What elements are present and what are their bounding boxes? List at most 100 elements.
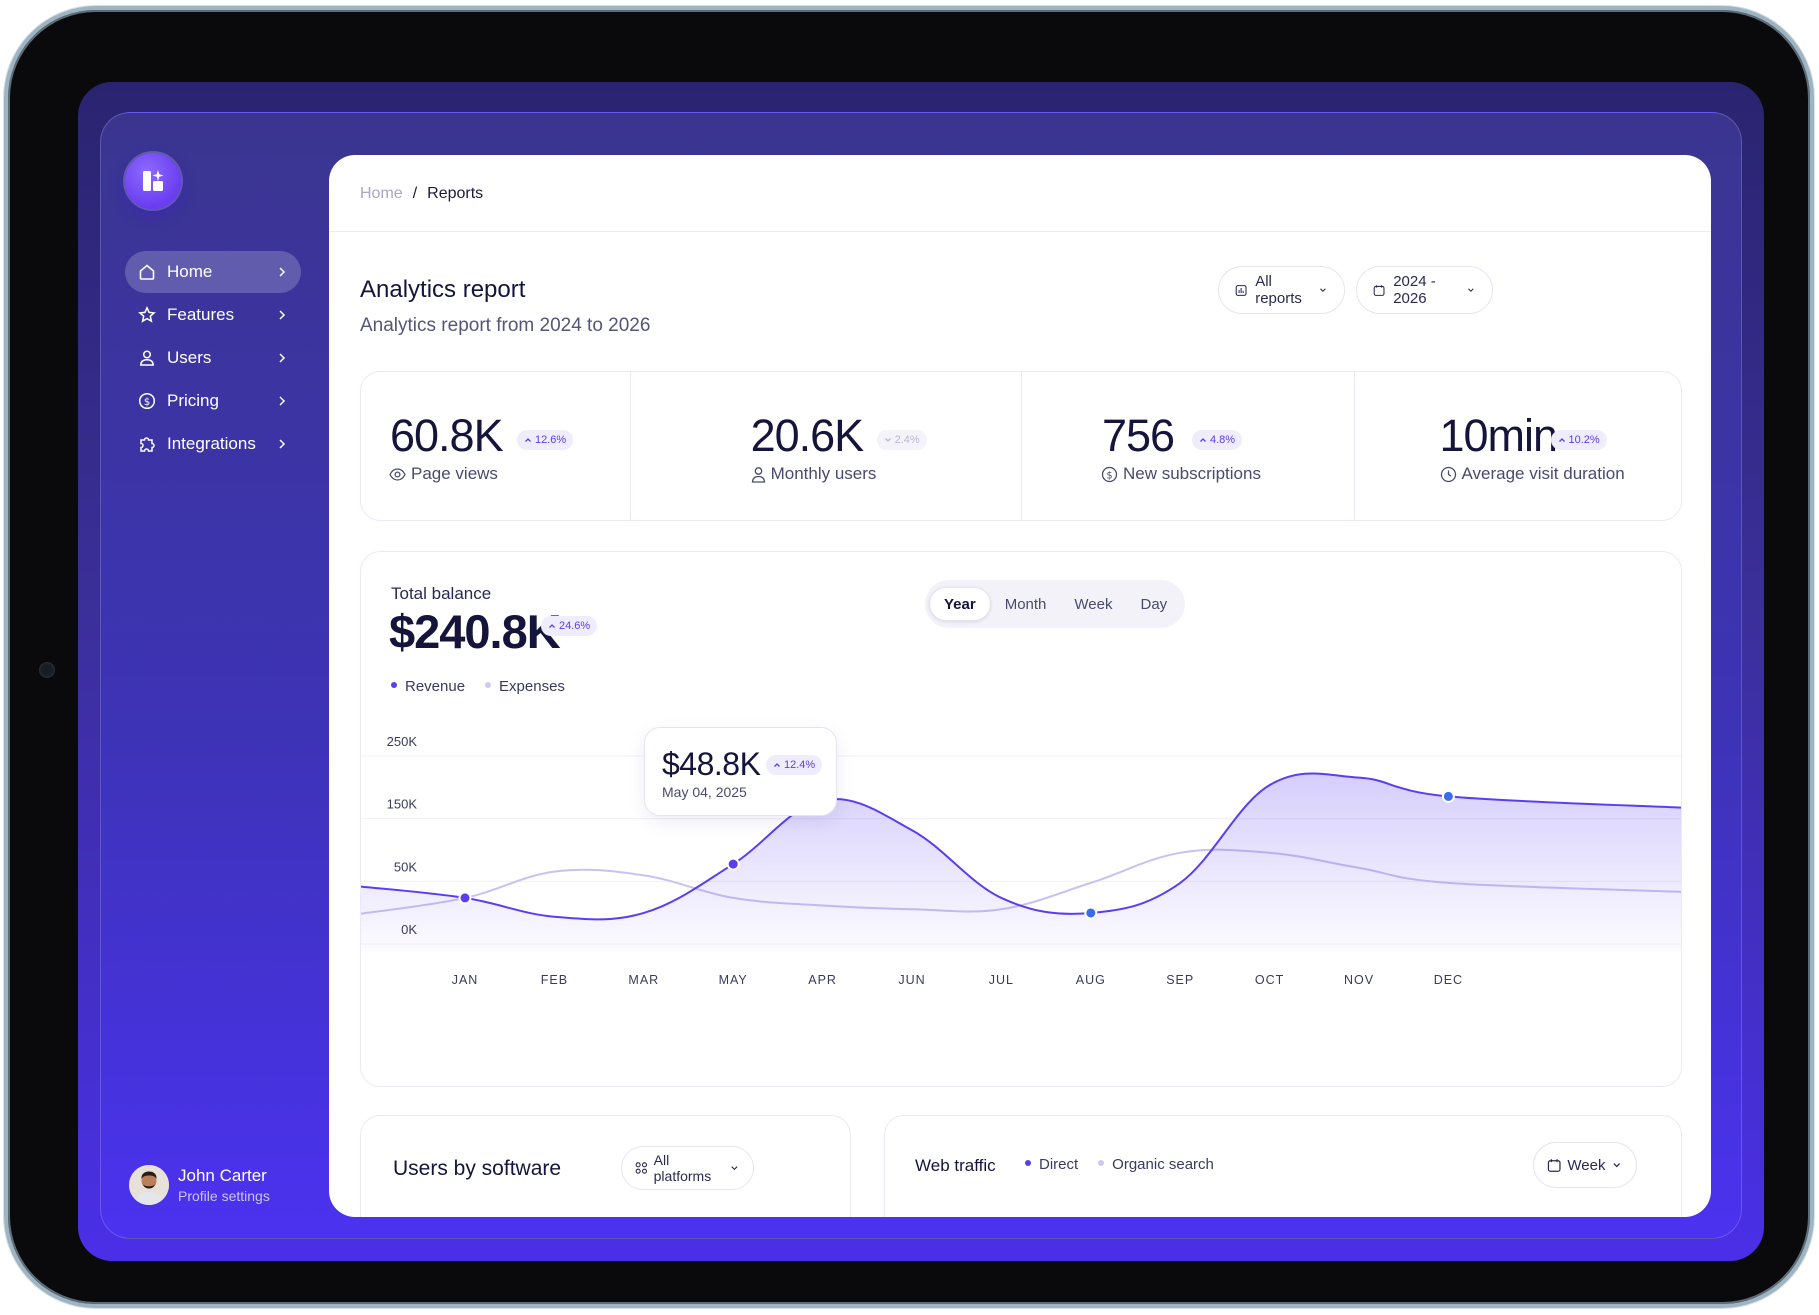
profile-settings[interactable]: John Carter Profile settings <box>129 1165 270 1205</box>
stat-label-text: Average visit duration <box>1461 464 1625 483</box>
stat-label-text: Page views <box>411 464 498 483</box>
x-tick-label: MAR <box>628 973 659 987</box>
chevron-right-icon <box>279 310 286 320</box>
web-traffic-title: Web traffic <box>915 1156 996 1175</box>
chevron-down-icon <box>731 1166 738 1171</box>
all-reports-dropdown[interactable]: All reports <box>1218 266 1345 314</box>
dollar-circle-icon: $ <box>137 391 157 411</box>
arrow-up-icon <box>774 763 780 767</box>
app-logo[interactable] <box>125 153 181 209</box>
header-divider <box>329 231 1711 232</box>
sidebar-item-pricing[interactable]: $ Pricing <box>125 380 301 422</box>
balance-change-badge: 24.6% <box>541 616 598 636</box>
logo-icon <box>143 170 164 191</box>
eye-icon <box>389 467 406 481</box>
all-platforms-label: All platforms <box>653 1152 712 1184</box>
sidebar-item-label: Integrations <box>167 434 256 453</box>
users-by-software-title: Users by software <box>393 1157 562 1180</box>
star-icon <box>137 305 157 325</box>
legend-direct: Direct <box>1025 1156 1078 1173</box>
breadcrumb: Home / Reports <box>360 185 483 203</box>
x-tick-label: SEP <box>1166 973 1194 987</box>
app-window: Home Features Users <box>100 112 1742 1239</box>
front-camera <box>39 662 55 678</box>
stat-label: Page views <box>389 464 498 484</box>
week-dropdown[interactable]: Week <box>1533 1142 1637 1188</box>
sidebar-item-features[interactable]: Features <box>125 294 301 336</box>
all-platforms-dropdown[interactable]: All platforms <box>621 1146 754 1190</box>
period-week[interactable]: Week <box>1074 595 1113 613</box>
stat-value: 20.6K <box>750 410 865 461</box>
arrow-up-icon <box>549 624 555 628</box>
user-icon <box>137 348 157 368</box>
sidebar-item-users[interactable]: Users <box>125 337 301 379</box>
arrow-down-icon <box>884 438 891 442</box>
sidebar-nav: Home Features Users <box>125 251 301 466</box>
stat-label: Monthly users <box>751 464 877 484</box>
stat-value: 10min <box>1439 410 1559 461</box>
bar-chart-icon <box>1235 284 1247 296</box>
date-range-dropdown[interactable]: 2024 - 2026 <box>1356 266 1493 314</box>
total-balance-card: 250K 150K 50K 0K JAN FEB MAR MAY APR JUN JUL AUG SEP… <box>360 551 1682 1087</box>
week-label: Week <box>1567 1156 1606 1174</box>
period-year[interactable]: Year <box>929 587 991 621</box>
stat-change-text: 2.4% <box>894 434 920 446</box>
profile-subtitle: Profile settings <box>178 1188 270 1204</box>
stat-new-subscriptions: 756 4.8% $ New subscriptions <box>1022 372 1355 520</box>
chart-tooltip: $48.8K 12.4% May 04, 2025 <box>644 727 837 816</box>
legend-organic-search: Organic search <box>1098 1156 1214 1173</box>
arrow-up-icon <box>525 438 531 442</box>
puzzle-icon <box>137 434 157 454</box>
chart-point-marker[interactable] <box>1084 906 1098 920</box>
users-by-software-card: Users by software All platforms <box>360 1115 851 1217</box>
tooltip-date: May 04, 2025 <box>662 784 747 800</box>
user-icon <box>751 466 765 483</box>
stat-visit-duration: 10min 10.2% Average visit duration <box>1355 372 1682 520</box>
x-tick-label: DEC <box>1434 973 1463 987</box>
period-month[interactable]: Month <box>1004 595 1047 613</box>
chevron-right-icon <box>279 396 286 406</box>
stat-page-views: 60.8K 12.6% Page views <box>361 372 631 520</box>
sidebar-item-home[interactable]: Home <box>125 251 301 293</box>
web-traffic-legend: Direct Organic search <box>1025 1156 1214 1173</box>
stat-value: 756 <box>1102 410 1175 461</box>
sidebar-item-label: Home <box>167 262 213 281</box>
all-reports-label: All reports <box>1255 273 1302 307</box>
stat-change-badge: 2.4% <box>876 430 927 450</box>
stat-change-badge: 10.2% <box>1550 430 1607 450</box>
stat-change-badge: 12.6% <box>517 430 574 450</box>
y-tick-label: 250K <box>387 734 418 749</box>
sidebar-item-label: Users <box>167 348 212 367</box>
chart-point-marker[interactable] <box>458 891 472 905</box>
main-panel: Home / Reports Analytics report Analytic… <box>329 155 1711 1217</box>
sidebar-item-label: Features <box>167 305 235 324</box>
page-title: Analytics report <box>360 276 526 303</box>
total-balance-value: $240.8K <box>389 605 561 658</box>
calendar-icon <box>1373 284 1385 296</box>
legend-expenses: Expenses <box>485 678 565 695</box>
stat-label-text: Monthly users <box>770 464 877 483</box>
dollar-circle-icon: $ <box>1101 466 1118 482</box>
svg-text:$: $ <box>1106 470 1112 481</box>
chart-point-marker[interactable] <box>726 857 740 871</box>
breadcrumb-current: Reports <box>427 185 484 202</box>
screen: Home Features Users <box>78 82 1764 1261</box>
chart-point-marker[interactable] <box>1441 789 1455 803</box>
stat-value: 60.8K <box>390 410 504 461</box>
chart-legend: Revenue Expenses <box>391 678 565 695</box>
total-balance-label: Total balance <box>391 584 492 603</box>
x-tick-label: FEB <box>541 973 568 987</box>
web-traffic-card: Web traffic Direct Organic search Week <box>884 1115 1682 1217</box>
period-selector: Year Month Week Day <box>925 580 1186 628</box>
chevron-right-icon <box>279 439 286 449</box>
stat-label: Average visit duration <box>1440 464 1625 484</box>
period-day[interactable]: Day <box>1140 595 1168 613</box>
stat-monthly-users: 20.6K 2.4% Monthly users <box>631 372 1022 520</box>
profile-name: John Carter <box>178 1166 267 1185</box>
y-tick-label: 0K <box>401 922 417 937</box>
sidebar-item-integrations[interactable]: Integrations <box>125 423 301 465</box>
arrow-up-icon <box>1558 438 1565 442</box>
x-tick-label: AUG <box>1076 973 1106 987</box>
breadcrumb-home[interactable]: Home <box>360 185 403 202</box>
x-tick-label: NOV <box>1344 973 1374 987</box>
